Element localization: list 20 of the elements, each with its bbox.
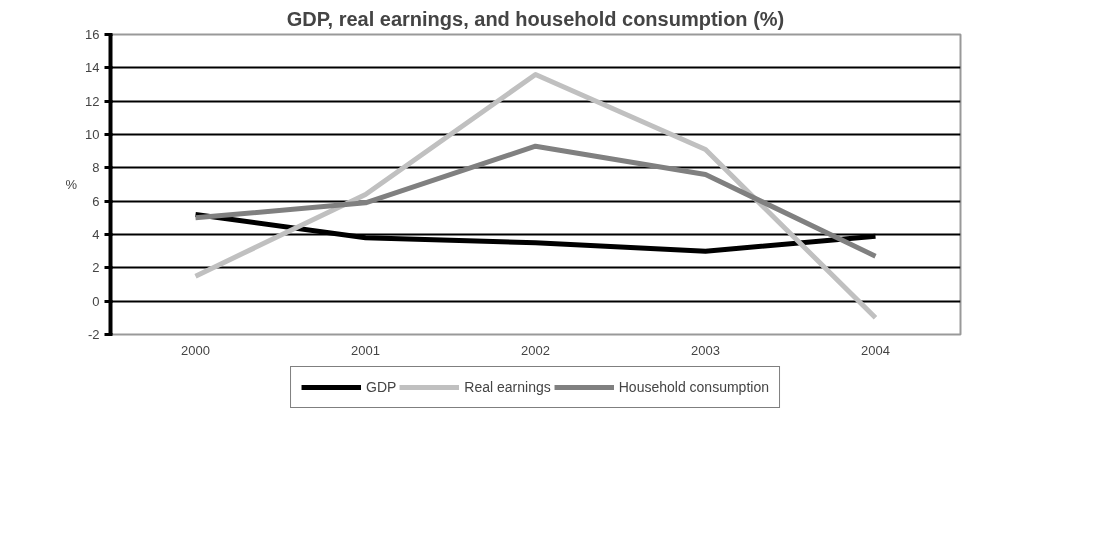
y-axis-title: %: [65, 177, 78, 192]
chart-title: GDP, real earnings, and household consumption (%): [286, 7, 785, 30]
legend-label: GDP: [366, 379, 397, 395]
x-tick-label: 2000: [181, 342, 210, 358]
x-tick-label: 2003: [691, 342, 720, 358]
y-tick-label: 2: [92, 260, 100, 276]
x-tick-label: 2002: [521, 342, 550, 358]
y-tick-label: -2: [87, 327, 100, 342]
x-tick-label: 2004: [861, 342, 890, 358]
y-tick-label: 16: [85, 27, 100, 42]
y-tick-label: 10: [85, 127, 100, 142]
y-tick-label: 8: [92, 160, 100, 176]
legend-label: Real earnings: [464, 379, 551, 395]
y-tick-label: 4: [92, 227, 100, 242]
legend-label: Household consumption: [618, 379, 769, 395]
y-tick-label: 14: [85, 60, 100, 76]
y-tick-label: 6: [92, 193, 100, 209]
x-tick-label: 2001: [351, 342, 380, 358]
y-tick-label: 0: [92, 293, 100, 309]
y-tick-label: 12: [85, 93, 100, 109]
